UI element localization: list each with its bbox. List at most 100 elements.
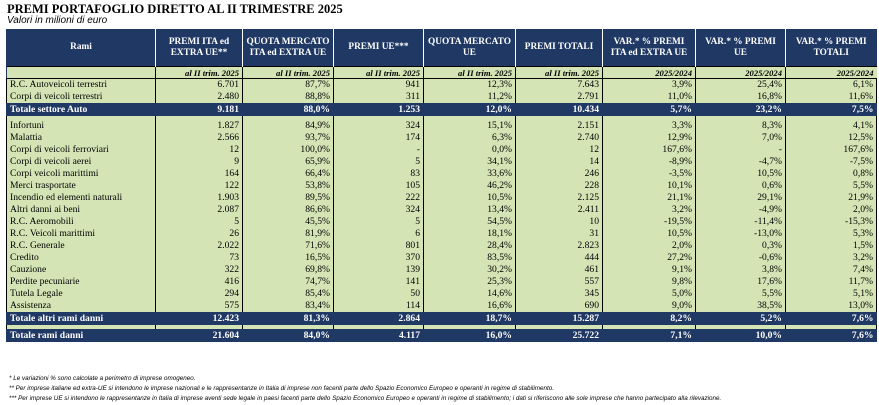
table-cell: 5,7% (602, 103, 696, 116)
table-cell: 69,8% (242, 264, 334, 276)
row-label: Malattia (6, 132, 156, 144)
subheader-cell: al II trim. 2025 (155, 66, 243, 79)
table-cell: 5 (333, 216, 424, 228)
table-cell: 86,6% (242, 204, 334, 216)
spacer-cell (695, 116, 786, 120)
table-row: Assistenza 575 83,4% 114 16,6% 690 9,0% 38,5% 13… (6, 300, 877, 312)
table-cell: 89,5% (242, 192, 334, 204)
table-cell: 222 (333, 192, 424, 204)
subheader-cell: al II trim. 2025 (333, 66, 424, 79)
table-row: Malattia 2.566 93,7% 174 6,3% 2.740 12,9% 7,0% 1… (6, 132, 877, 144)
spacer-cell (515, 116, 603, 120)
table-cell: 26 (155, 228, 243, 240)
spacer-cell (602, 116, 696, 120)
table-cell: 7,4% (785, 264, 877, 276)
table-cell: 322 (155, 264, 243, 276)
col-header-premi-totali: PREMI TOTALI (515, 29, 603, 67)
table-cell: - (695, 144, 786, 156)
table-row: Merci trasportate 122 53,8% 105 46,2% 228 10,1… (6, 180, 877, 192)
table-cell: 15.287 (515, 312, 603, 325)
subheader-row: al II trim. 2025 al II trim. 2025 al II … (6, 66, 877, 79)
col-header-rami: Rami (6, 29, 156, 67)
table-row: Cauzione 322 69,8% 139 30,2% 461 9,1% 3,8% 7,4% (6, 264, 877, 276)
table-row: Corpi di veicoli terrestri 2.480 88,8% 311 1… (6, 91, 877, 103)
table-cell: 88,0% (242, 103, 334, 116)
table-cell: 73 (155, 252, 243, 264)
table-cell: 85,4% (242, 288, 334, 300)
table-cell: 14 (515, 156, 603, 168)
table-cell: 84,9% (242, 120, 334, 132)
table-cell: 18,7% (423, 312, 516, 325)
total-row-all: Totale rami danni 21.604 84,0% 4.117 16,0% 25… (6, 329, 877, 342)
table-cell: 345 (515, 288, 603, 300)
table-cell: 16,0% (423, 329, 516, 342)
row-label: R.C. Aeromobili (6, 216, 156, 228)
row-label: Corpi di veicoli aerei (6, 156, 156, 168)
subheader-cell: 2025/2024 (785, 66, 877, 79)
table-cell: 3,3% (602, 120, 696, 132)
table-cell: 74,7% (242, 276, 334, 288)
spacer-cell (6, 116, 156, 120)
table-cell: 0,3% (695, 240, 786, 252)
spacer-cell (602, 325, 696, 329)
table-cell: 2.823 (515, 240, 603, 252)
table-cell: 228 (515, 180, 603, 192)
table-cell: 25.722 (515, 329, 603, 342)
table-cell: 690 (515, 300, 603, 312)
table-cell: 10,1% (602, 180, 696, 192)
table-cell: 10,5% (602, 228, 696, 240)
row-label: Merci trasportate (6, 180, 156, 192)
table-cell: 941 (333, 78, 424, 91)
table-cell: 5,2% (695, 312, 786, 325)
table-cell: 3,2% (785, 252, 877, 264)
spacer-row (6, 116, 877, 120)
table-cell: 13,0% (785, 300, 877, 312)
table-cell: 2.480 (155, 91, 243, 103)
table-cell: 461 (515, 264, 603, 276)
table-cell: 8,3% (695, 120, 786, 132)
table-cell: 53,8% (242, 180, 334, 192)
footnote-ita-extra-ue: ** Per imprese italiane ed extra-UE si i… (9, 385, 554, 392)
total-row-other: Totale altri rami danni 12.423 81,3% 2.864 1… (6, 312, 877, 325)
table-cell: 2.151 (515, 120, 603, 132)
table-cell: 14,6% (423, 288, 516, 300)
table-cell: 5,3% (785, 228, 877, 240)
table-cell: 3,2% (602, 204, 696, 216)
table-cell: 5,0% (602, 288, 696, 300)
table-cell: 9.181 (155, 103, 243, 116)
table-cell: 1.903 (155, 192, 243, 204)
table-cell: -15,3% (785, 216, 877, 228)
table-cell: 1,5% (785, 240, 877, 252)
table-cell: 81,3% (242, 312, 334, 325)
spacer-cell (785, 116, 877, 120)
table-cell: 34,1% (423, 156, 516, 168)
table-cell: 2.087 (155, 204, 243, 216)
table-cell: 2.022 (155, 240, 243, 252)
table-cell: 139 (333, 264, 424, 276)
table-cell: 6.701 (155, 78, 243, 91)
row-label: Cauzione (6, 264, 156, 276)
table-cell: -0,6% (695, 252, 786, 264)
col-header-quota-ue: QUOTA MERCATO UE (423, 29, 516, 67)
row-label: Credito (6, 252, 156, 264)
table-cell: 23,2% (695, 103, 786, 116)
table-cell: 7.643 (515, 78, 603, 91)
table-cell: 28,4% (423, 240, 516, 252)
row-label: Incendio ed elementi naturali (6, 192, 156, 204)
table-cell: 4,1% (785, 120, 877, 132)
table-row: Incendio ed elementi naturali 1.903 89,5% 2… (6, 192, 877, 204)
table-cell: 114 (333, 300, 424, 312)
table-cell: 11,0% (602, 91, 696, 103)
spacer-cell (155, 116, 243, 120)
table-cell: 4.117 (333, 329, 424, 342)
table-cell: 801 (333, 240, 424, 252)
table-cell: 2.740 (515, 132, 603, 144)
table-cell: -11,4% (695, 216, 786, 228)
total-row-auto: Totale settore Auto 9.181 88,0% 1.253 12,0% 1… (6, 103, 877, 116)
table-cell: 45,5% (242, 216, 334, 228)
table-cell: 6,3% (423, 132, 516, 144)
footnote-variation: * Le variazioni % sono calcolate a perim… (9, 375, 196, 382)
table-cell: 5 (155, 216, 243, 228)
subheader-cell: 2025/2024 (695, 66, 786, 79)
table-cell: 9 (155, 156, 243, 168)
